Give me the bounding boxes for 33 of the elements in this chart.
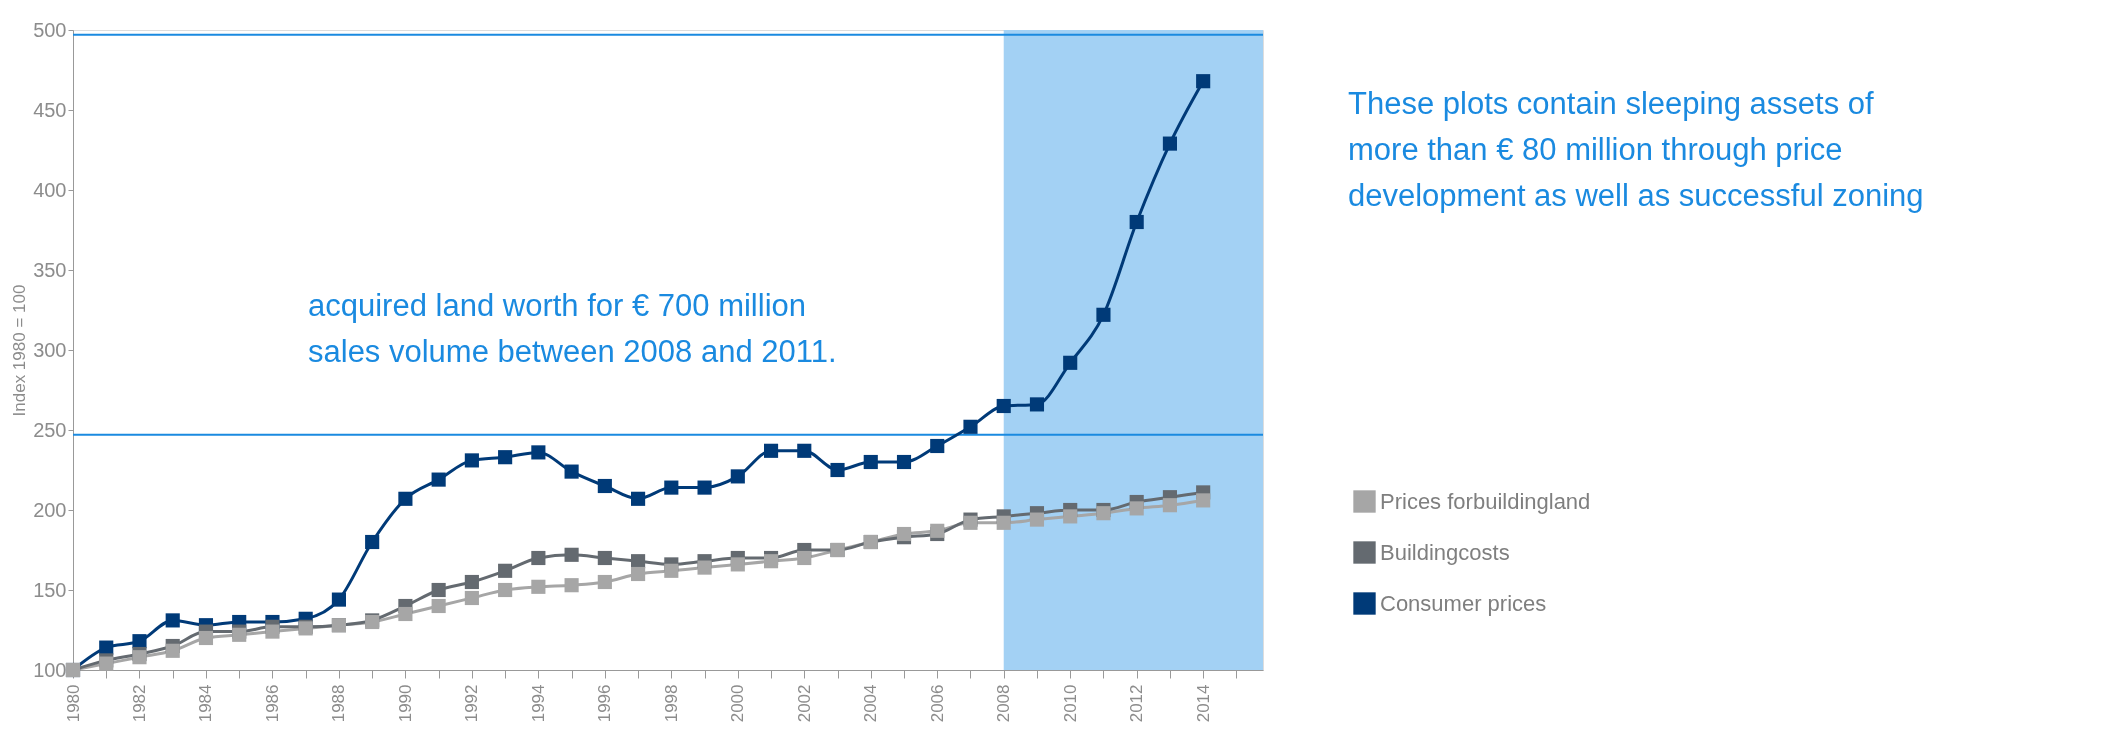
y-tick-label: 350 xyxy=(33,258,67,281)
x-tick-label: 1992 xyxy=(462,684,482,723)
x-tick-label: 1984 xyxy=(196,684,216,723)
y-tick-label: 500 xyxy=(33,18,67,41)
legend-label: Prices forbuildingland xyxy=(1380,488,1591,514)
x-tick-label: 2006 xyxy=(927,684,947,723)
x-tick-label: 2004 xyxy=(861,684,881,723)
y-tick-label: 250 xyxy=(33,418,67,441)
x-tick-label: 2002 xyxy=(794,684,814,723)
y-tick-label: 300 xyxy=(33,338,67,361)
y-tick-label: 150 xyxy=(33,578,67,601)
x-tick-label: 2008 xyxy=(994,684,1014,723)
x-tick-label: 1996 xyxy=(595,684,615,723)
x-tick-label: 1982 xyxy=(129,684,149,723)
x-tick-label: 2010 xyxy=(1060,684,1080,723)
x-tick-label: 1988 xyxy=(329,684,349,723)
x-tick-label: 1990 xyxy=(395,684,415,723)
x-tick-label: 1994 xyxy=(528,684,548,723)
x-tick-label: 1980 xyxy=(63,684,83,723)
legend-label: Consumer prices xyxy=(1380,590,1547,616)
x-tick-label: 2012 xyxy=(1127,684,1147,723)
x-tick-label: 2014 xyxy=(1193,684,1213,723)
y-axis-title: Index 1980 = 100 xyxy=(10,284,30,417)
x-tick-label: 2000 xyxy=(728,684,748,723)
y-tick-label: 450 xyxy=(33,98,67,121)
y-tick-label: 200 xyxy=(33,498,67,521)
text: These plots contain sleeping assets of more than € 80 million through price development as well as successful zoning xyxy=(1348,86,1924,213)
x-tick-label: 1986 xyxy=(262,684,282,723)
annotation: acquired land worth for € 700 million sales volume between 2008 and 2011. xyxy=(308,288,837,369)
y-tick-label: 400 xyxy=(33,178,67,201)
legend-label: Buildingcosts xyxy=(1380,539,1510,565)
y-tick-label: 100 xyxy=(33,658,67,681)
x-tick-label: 1998 xyxy=(661,684,681,723)
